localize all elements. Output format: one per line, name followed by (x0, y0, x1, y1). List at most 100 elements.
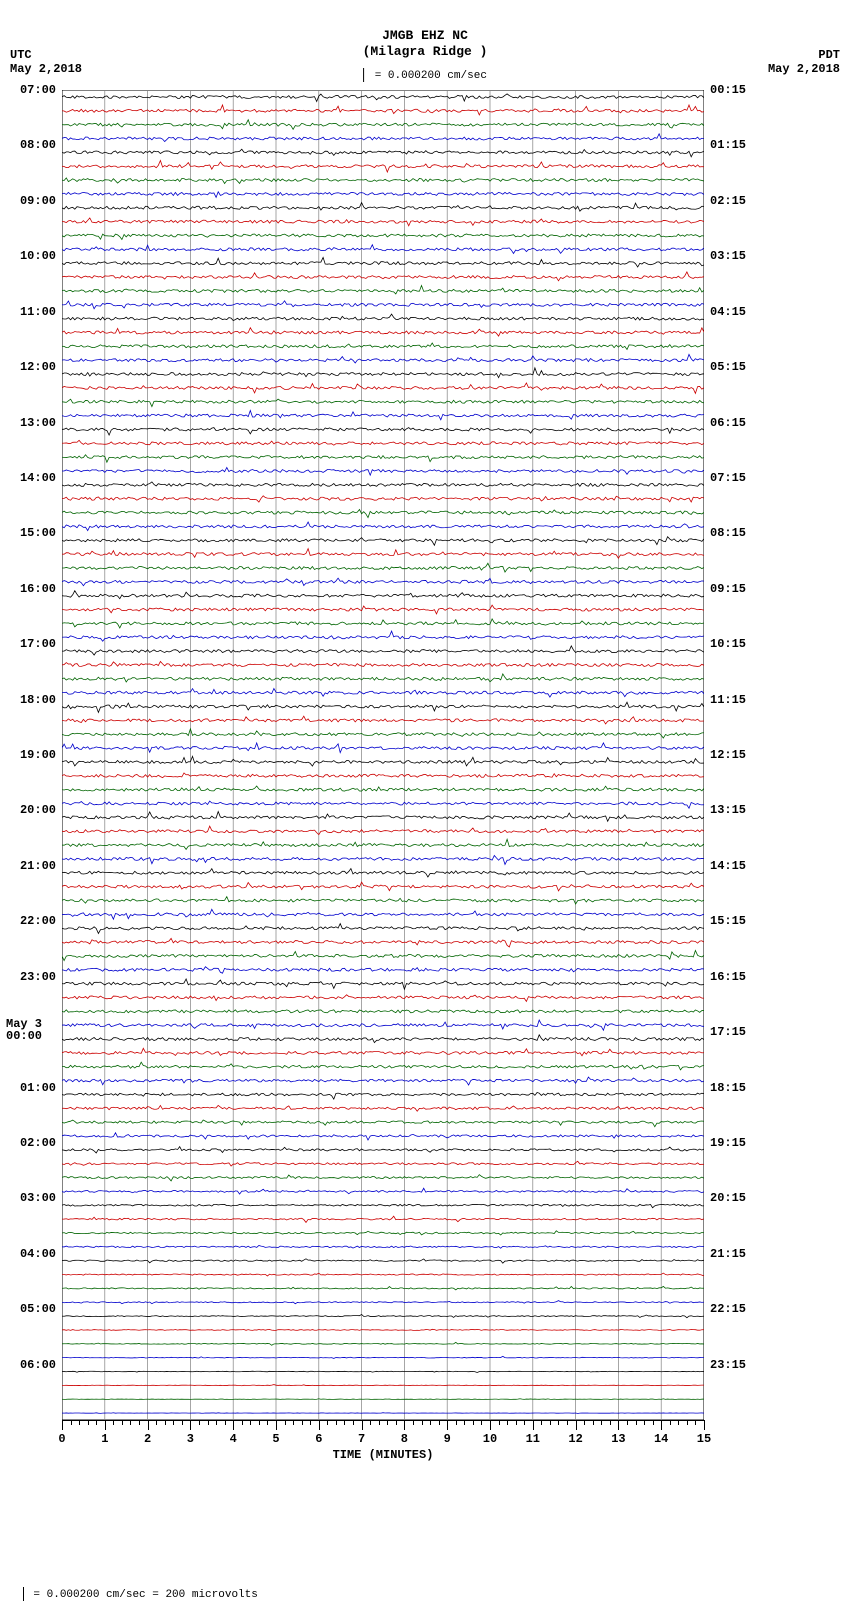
x-minor-tick (336, 1420, 337, 1425)
utc-hour-label: May 300:00 (6, 1018, 42, 1042)
seismic-trace (62, 1120, 704, 1127)
x-tick-label: 3 (187, 1432, 194, 1446)
pdt-hour-label: 21:15 (710, 1248, 746, 1260)
x-minor-tick (225, 1420, 226, 1425)
x-minor-tick (567, 1420, 568, 1425)
seismic-trace (62, 1133, 704, 1140)
seismic-trace (62, 801, 704, 808)
x-minor-tick (122, 1420, 123, 1425)
x-minor-tick (524, 1420, 525, 1425)
seismic-trace (62, 285, 704, 293)
seismic-trace (62, 314, 704, 320)
seismic-trace (62, 646, 704, 655)
seismic-trace (62, 716, 704, 724)
seismic-trace (62, 897, 704, 904)
x-minor-tick (670, 1420, 671, 1425)
utc-hour-label: 01:00 (20, 1082, 56, 1094)
x-minor-tick (139, 1420, 140, 1425)
seismic-trace (62, 591, 704, 599)
x-minor-tick (430, 1420, 431, 1425)
x-minor-tick (507, 1420, 508, 1425)
x-minor-tick (499, 1420, 500, 1425)
helicorder-svg (62, 90, 704, 1420)
seismic-trace (62, 1301, 704, 1304)
utc-hour-label: 16:00 (20, 583, 56, 595)
seismic-trace (62, 203, 704, 212)
seismic-trace (62, 1259, 704, 1263)
seismic-trace (62, 1273, 704, 1276)
seismic-trace (62, 605, 704, 614)
seismic-trace (62, 786, 704, 791)
x-tick-label: 7 (358, 1432, 365, 1446)
chart-title: JMGB EHZ NC (Milagra Ridge ) (363, 28, 488, 61)
seismic-trace (62, 343, 704, 349)
seismic-trace (62, 619, 704, 628)
utc-hour-label: 06:00 (20, 1359, 56, 1371)
seismic-trace (62, 1329, 704, 1330)
seismic-trace (62, 909, 704, 919)
seismic-trace (62, 411, 704, 420)
seismic-trace (62, 967, 704, 973)
seismic-trace (62, 563, 704, 572)
x-minor-tick (199, 1420, 200, 1425)
x-tick-label: 4 (230, 1432, 237, 1446)
x-minor-tick (216, 1420, 217, 1425)
utc-hour-label: 17:00 (20, 638, 56, 650)
pdt-hour-label: 04:15 (710, 306, 746, 318)
x-minor-tick (267, 1420, 268, 1425)
seismic-trace (62, 979, 704, 989)
seismic-trace (62, 924, 704, 934)
seismic-trace (62, 1204, 704, 1208)
x-major-tick (319, 1420, 320, 1430)
x-minor-tick (285, 1420, 286, 1425)
pdt-hour-label: 09:15 (710, 583, 746, 595)
x-tick-label: 1 (101, 1432, 108, 1446)
seismic-trace (62, 301, 704, 309)
seismic-trace (62, 1286, 704, 1289)
x-minor-tick (644, 1420, 645, 1425)
utc-hour-label: 03:00 (20, 1192, 56, 1204)
seismic-trace (62, 882, 704, 891)
utc-hour-label: 22:00 (20, 915, 56, 927)
seismic-trace (62, 1010, 704, 1013)
pdt-hour-label: 05:15 (710, 361, 746, 373)
x-tick-label: 6 (315, 1432, 322, 1446)
pdt-hour-label: 02:15 (710, 195, 746, 207)
seismic-trace (62, 674, 704, 682)
seismic-trace (62, 869, 704, 877)
seismic-trace (62, 743, 704, 753)
seismic-trace (62, 1077, 704, 1085)
x-major-tick (533, 1420, 534, 1430)
x-minor-tick (593, 1420, 594, 1425)
x-major-tick (276, 1420, 277, 1430)
pdt-hour-label: 20:15 (710, 1192, 746, 1204)
pdt-hour-label: 13:15 (710, 804, 746, 816)
seismic-trace (62, 1399, 704, 1400)
utc-hour-label: 21:00 (20, 860, 56, 872)
seismic-trace (62, 1105, 704, 1111)
x-minor-tick (481, 1420, 482, 1425)
x-minor-tick (242, 1420, 243, 1425)
seismic-trace (62, 631, 704, 641)
x-minor-tick (302, 1420, 303, 1425)
utc-hour-label: 14:00 (20, 472, 56, 484)
x-minor-tick (165, 1420, 166, 1425)
x-minor-tick (456, 1420, 457, 1425)
utc-hour-label: 20:00 (20, 804, 56, 816)
x-tick-label: 13 (611, 1432, 625, 1446)
x-minor-tick (439, 1420, 440, 1425)
seismic-trace (62, 812, 704, 822)
x-tick-label: 15 (697, 1432, 711, 1446)
station-location: (Milagra Ridge ) (363, 44, 488, 60)
utc-hour-label: 08:00 (20, 139, 56, 151)
pdt-hour-label: 11:15 (710, 694, 746, 706)
x-minor-tick (310, 1420, 311, 1425)
x-minor-tick (173, 1420, 174, 1425)
pdt-hour-label: 10:15 (710, 638, 746, 650)
x-minor-tick (71, 1420, 72, 1425)
seismic-trace (62, 509, 704, 517)
x-minor-tick (413, 1420, 414, 1425)
x-minor-tick (610, 1420, 611, 1425)
x-minor-tick (344, 1420, 345, 1425)
x-axis-line (62, 1420, 704, 1421)
